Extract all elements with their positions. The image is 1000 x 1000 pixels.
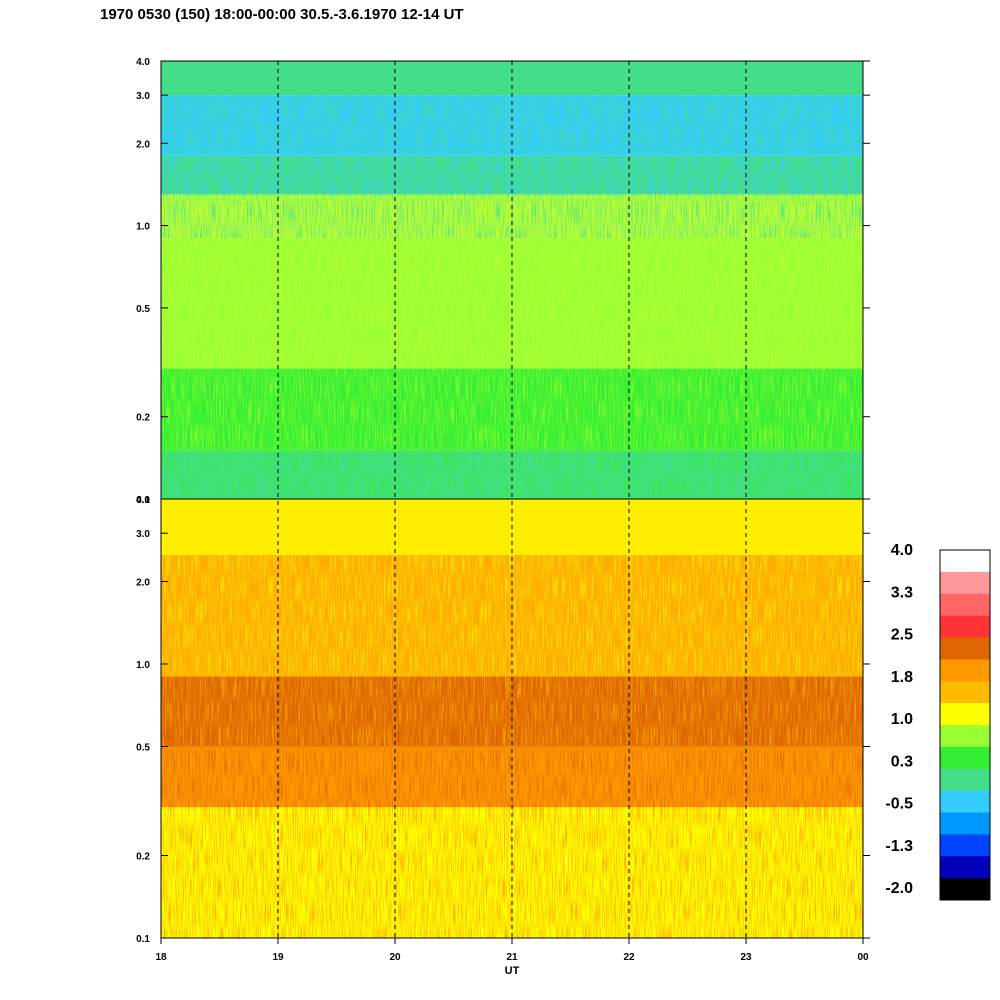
xtick-label-4: 22 (623, 952, 635, 963)
colorbar-label-0: 4.0 (891, 542, 913, 559)
ytick-label-0-1: 0.2 (136, 413, 150, 424)
colorbar-segment-13 (940, 834, 990, 857)
xtick-label-2: 20 (389, 952, 401, 963)
colorbar-segment-7 (940, 703, 990, 726)
colorbar-segment-10 (940, 768, 990, 792)
ytick-label-1-3: 1.0 (136, 660, 150, 671)
ytick-label-0-5: 3.0 (136, 91, 150, 102)
colorbar-frame (939, 549, 991, 901)
ytick-label-0-3: 1.0 (136, 222, 150, 233)
xtick-label-0: 18 (155, 952, 167, 963)
colorbar-segment-12 (940, 812, 990, 835)
ytick-label-0-6: 4.0 (136, 57, 150, 68)
colorbar-segment-4 (940, 637, 990, 660)
colorbar-label-3: 1.8 (891, 669, 913, 686)
xtick-label-5: 23 (740, 952, 752, 963)
colorbar-label-7: -1.3 (885, 838, 913, 855)
xtick-label-6: 00 (857, 952, 869, 963)
colorbar-segment-9 (940, 746, 990, 770)
xtick-label-3: 21 (506, 952, 518, 963)
ytick-label-1-6: 4.0 (136, 495, 150, 506)
axes: 0.10.20.51.02.03.04.00.10.20.51.02.03.04… (136, 57, 870, 977)
colorbar-label-5: 0.3 (891, 753, 913, 770)
ytick-label-1-0: 0.1 (136, 934, 150, 945)
colorbar: 4.0 3.3 2.5 1.8 1.0 0.3 -0.5 -1.3 -2.0 (885, 542, 991, 901)
colorbar-segment-2 (940, 593, 990, 617)
colorbar-label-4: 1.0 (891, 711, 913, 728)
texture-band-top-0 (161, 450, 863, 499)
colorbar-label-8: -2.0 (885, 880, 913, 897)
colorbar-segment-5 (940, 659, 990, 682)
ytick-label-1-4: 2.0 (136, 577, 150, 588)
colorbar-segment-8 (940, 725, 990, 748)
ytick-label-0-2: 0.5 (136, 304, 150, 315)
colorbar-label-1: 3.3 (891, 584, 913, 601)
x-axis-label: UT (505, 965, 520, 977)
colorbar-segment-6 (940, 681, 990, 704)
ytick-label-0-0: 0.1 (136, 495, 150, 506)
colorbar-segment-0 (940, 550, 990, 573)
ytick-label-1-1: 0.2 (136, 852, 150, 863)
colorbar-label-6: -0.5 (885, 796, 913, 813)
ytick-label-1-2: 0.5 (136, 742, 150, 753)
ytick-label-0-4: 2.0 (136, 139, 150, 150)
colorbar-segment-1 (940, 571, 990, 595)
colorbar-segment-15 (940, 878, 990, 901)
xtick-label-1: 19 (272, 952, 284, 963)
colorbar-segment-14 (940, 856, 990, 879)
colorbar-label-2: 2.5 (891, 627, 913, 644)
ytick-label-1-5: 3.0 (136, 529, 150, 540)
colorbar-segment-3 (940, 615, 990, 638)
chart-title: 1970 0530 (150) 18:00-00:00 30.5.-3.6.19… (100, 6, 464, 23)
colorbar-segment-11 (940, 790, 990, 813)
